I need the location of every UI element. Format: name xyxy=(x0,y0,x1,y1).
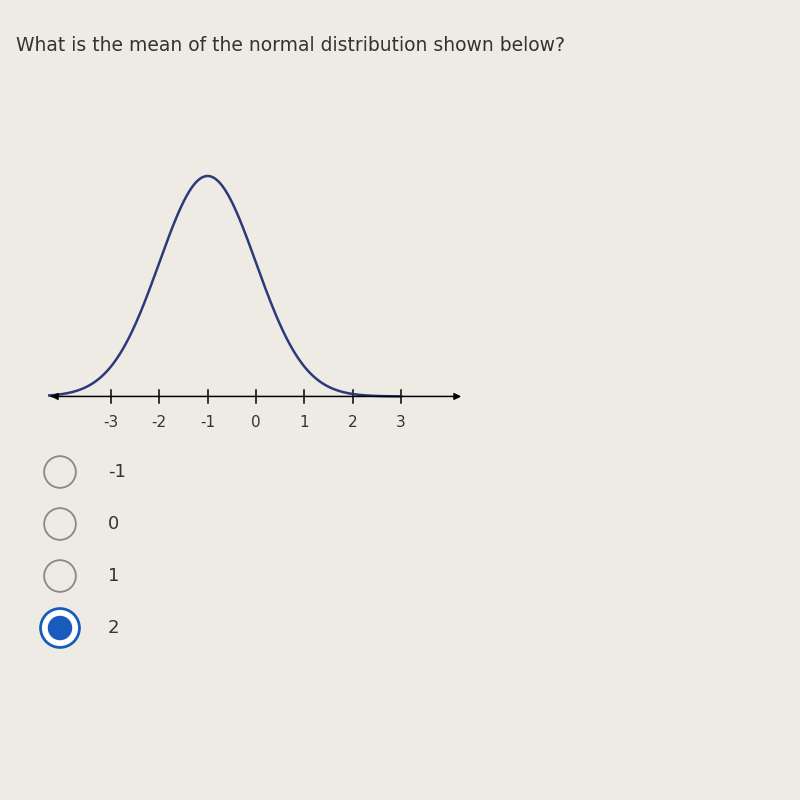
Text: 1: 1 xyxy=(108,567,119,585)
Text: What is the mean of the normal distribution shown below?: What is the mean of the normal distribut… xyxy=(16,36,565,55)
Text: 1: 1 xyxy=(299,415,309,430)
Text: 0: 0 xyxy=(251,415,261,430)
Text: 2: 2 xyxy=(108,619,119,637)
Text: -1: -1 xyxy=(200,415,215,430)
Text: 3: 3 xyxy=(396,415,406,430)
Text: 0: 0 xyxy=(108,515,119,533)
Text: 2: 2 xyxy=(348,415,358,430)
Text: -3: -3 xyxy=(103,415,118,430)
Text: -2: -2 xyxy=(152,415,167,430)
Text: -1: -1 xyxy=(108,463,126,481)
